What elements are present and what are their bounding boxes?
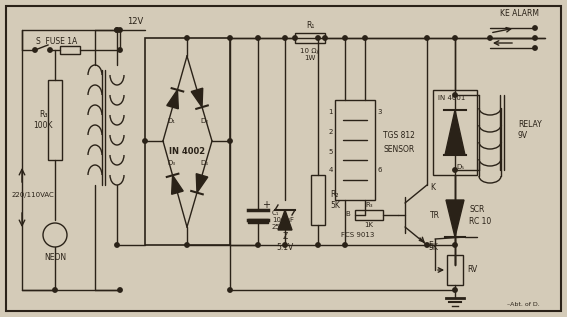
Circle shape [53,288,57,292]
Text: R₃
100K: R₃ 100K [33,110,53,130]
Circle shape [228,36,232,40]
Circle shape [453,168,457,172]
Text: R₂
5K: R₂ 5K [330,190,340,210]
Circle shape [533,36,537,40]
Text: D₂: D₂ [200,118,208,124]
Circle shape [256,36,260,40]
Text: SENSOR: SENSOR [383,146,414,154]
Circle shape [533,26,537,30]
Circle shape [283,243,287,247]
Text: D₄: D₄ [200,160,208,166]
Circle shape [453,288,457,292]
Circle shape [115,28,119,32]
Circle shape [256,243,260,247]
Circle shape [33,48,37,52]
Text: 10 Ω/
1W: 10 Ω/ 1W [301,48,319,61]
Text: E: E [429,241,433,249]
Polygon shape [278,210,292,230]
Polygon shape [167,90,179,109]
Text: RC 10: RC 10 [469,217,491,227]
Circle shape [488,36,492,40]
Text: KE ALARM: KE ALARM [501,10,539,18]
Circle shape [453,243,457,247]
Circle shape [425,36,429,40]
Circle shape [343,36,347,40]
Circle shape [363,36,367,40]
Text: D₁: D₁ [167,118,175,124]
Circle shape [115,28,119,32]
Circle shape [323,36,327,40]
Circle shape [48,48,52,52]
Bar [433,90,477,175]
Circle shape [118,28,122,32]
Text: IN 4001: IN 4001 [438,95,466,101]
Text: 12V: 12V [127,17,143,27]
Circle shape [228,139,232,143]
Circle shape [185,243,189,247]
Polygon shape [191,88,203,107]
Text: K: K [430,183,435,191]
Text: +: + [262,200,270,210]
Text: 5: 5 [329,149,333,155]
Text: 3: 3 [377,109,382,115]
Polygon shape [196,174,208,193]
Circle shape [228,288,232,292]
Polygon shape [172,175,183,194]
Circle shape [425,243,429,247]
Bar [311,175,325,225]
Text: Z
5.1V: Z 5.1V [276,232,294,252]
Text: NEON: NEON [44,254,66,262]
Text: TR: TR [430,210,440,219]
Bar [145,38,230,245]
Text: TGS 812: TGS 812 [383,131,415,139]
Circle shape [343,243,347,247]
Text: 1K: 1K [365,222,374,228]
Circle shape [533,46,537,50]
Circle shape [453,36,457,40]
Text: RELAY
9V: RELAY 9V [518,120,541,140]
Circle shape [316,36,320,40]
Circle shape [143,139,147,143]
Text: IN 4002: IN 4002 [169,146,205,156]
Text: R₃: R₃ [365,202,373,208]
Text: RV: RV [467,266,477,275]
Bar [355,210,383,220]
Bar [295,33,325,43]
Text: 2: 2 [329,129,333,135]
Text: R₁: R₁ [306,22,314,30]
Text: SCR: SCR [469,205,484,215]
Circle shape [453,93,457,97]
Circle shape [316,243,320,247]
Circle shape [293,36,297,40]
Circle shape [43,223,67,247]
Text: D₅: D₅ [456,164,464,170]
Polygon shape [446,200,464,237]
Text: 4: 4 [329,167,333,173]
Circle shape [115,243,119,247]
Circle shape [118,48,122,52]
Circle shape [185,36,189,40]
Text: 6: 6 [377,167,382,173]
Text: FCS 9013: FCS 9013 [341,232,375,238]
Circle shape [118,288,122,292]
Text: B: B [345,211,350,217]
Bar [48,80,62,160]
Text: 1: 1 [328,109,333,115]
Text: S  FUSE 1A: S FUSE 1A [36,37,78,47]
Text: D₃: D₃ [167,160,175,166]
Text: 220/110VAC: 220/110VAC [12,192,54,198]
Bar [335,100,375,200]
Bar [447,255,463,285]
Text: C₁
100μF
25V: C₁ 100μF 25V [272,210,294,230]
Bar [60,46,80,54]
Polygon shape [445,110,465,155]
Text: 5K: 5K [428,243,438,251]
Circle shape [283,36,287,40]
Text: –Abt. of D.: –Abt. of D. [507,302,540,307]
